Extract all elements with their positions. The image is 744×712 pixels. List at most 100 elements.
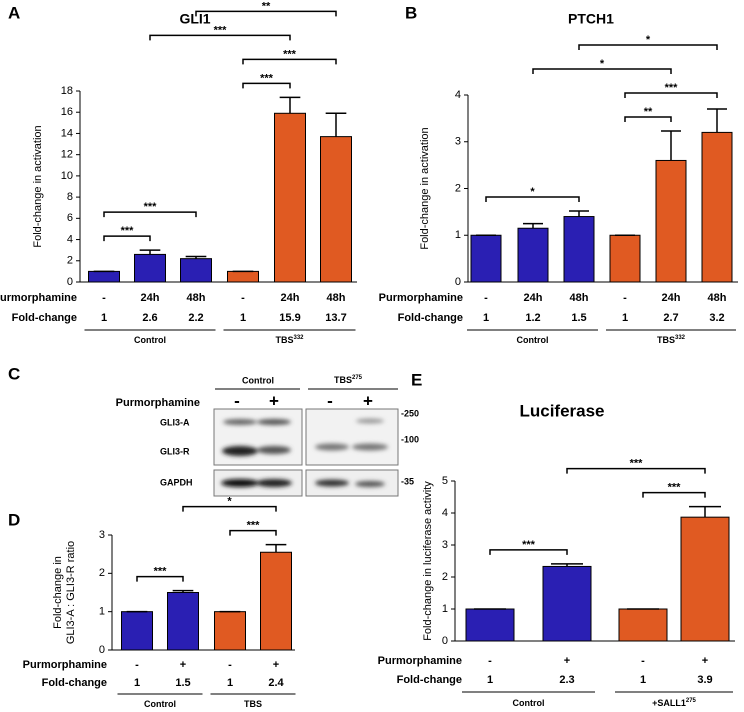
group-superscript: 275 xyxy=(686,698,697,704)
fold-change-label: 2.6 xyxy=(142,312,157,324)
significance-label: * xyxy=(530,186,535,198)
y-tick-label: 2 xyxy=(442,571,448,583)
fold-change-label: 2.2 xyxy=(188,312,203,324)
y-axis-label: Fold-change in activation xyxy=(419,127,431,249)
y-tick-label: 14 xyxy=(61,127,73,139)
blot-box xyxy=(213,408,303,466)
error-bar xyxy=(325,112,347,137)
group-name: TBS xyxy=(334,375,352,385)
y-axis-label: GLI3-A : GLI3-R ratio xyxy=(65,541,77,644)
fold-change-label: 2.4 xyxy=(268,677,284,689)
bar-chart: B PTCH1 Fold-change in activation 0 1 2 3 4 - 1 24… xyxy=(379,3,738,345)
y-tick-label: 1 xyxy=(442,603,448,615)
significance-bracket xyxy=(195,10,337,17)
significance-bracket xyxy=(485,196,580,202)
significance-label: *** xyxy=(283,48,297,60)
group-label: +SALL1275 xyxy=(652,698,696,709)
treatment-label: 48h xyxy=(570,292,589,304)
treatment-label: + xyxy=(702,655,708,667)
y-tick-label: 2 xyxy=(455,182,461,194)
group-name: TBS xyxy=(657,335,675,345)
y-tick-label: 0 xyxy=(455,276,461,288)
significance-bracket xyxy=(182,505,277,512)
error-bar xyxy=(265,543,287,553)
group-label: Control xyxy=(242,375,274,385)
significance-bracket xyxy=(136,575,184,582)
band-label: GLI3-R xyxy=(160,446,190,456)
significance-bracket xyxy=(566,467,706,474)
y-tick-label: 4 xyxy=(442,507,448,519)
y-tick-label: 0 xyxy=(67,276,73,288)
y-tick-label: 8 xyxy=(67,191,73,203)
treatment-label: - xyxy=(241,292,245,304)
panel-letter: C xyxy=(8,364,20,383)
significance-bracket xyxy=(578,44,718,50)
y-tick-label: 0 xyxy=(99,644,105,656)
treatment: + xyxy=(269,391,279,410)
significance-bracket xyxy=(149,34,291,41)
band xyxy=(256,479,292,487)
y-tick-label: 0 xyxy=(442,635,448,647)
row-label: Fold-change xyxy=(12,312,77,324)
error-bar xyxy=(279,96,301,114)
bar xyxy=(260,551,292,651)
row-label: Purmorphamine xyxy=(379,292,463,304)
row-label: Purmorphamine xyxy=(116,397,200,409)
row-label: Purmorphamine xyxy=(0,292,77,304)
error-bar xyxy=(172,589,194,593)
group-label: Control xyxy=(517,335,549,345)
band xyxy=(223,419,257,425)
bands xyxy=(221,418,388,487)
band xyxy=(355,481,385,487)
significance-bracket xyxy=(242,82,291,89)
y-tick-label: 4 xyxy=(455,89,461,101)
bar xyxy=(701,131,733,283)
group-name: Control xyxy=(134,335,166,345)
group-label: TBS332 xyxy=(657,335,686,346)
bar xyxy=(470,234,502,283)
significance-label: * xyxy=(646,34,651,46)
group-name: Control xyxy=(144,699,176,709)
blot-panel: C Control TBS275 Purmorphamine - + - + G… xyxy=(8,364,419,497)
band-label: GAPDH xyxy=(160,477,193,487)
bar xyxy=(214,611,246,651)
row-label: Fold-change xyxy=(398,312,463,324)
bar xyxy=(88,270,120,283)
error-bar xyxy=(185,255,207,259)
significance-label: * xyxy=(600,58,605,70)
group-name: TBS xyxy=(275,335,293,345)
significance-bracket xyxy=(642,491,706,498)
bar xyxy=(563,216,595,283)
fold-change-label: 1 xyxy=(101,312,107,324)
y-tick-label: 2 xyxy=(67,255,73,267)
row-label: Fold-change xyxy=(42,677,107,689)
bar xyxy=(618,608,668,642)
treatment-label: - xyxy=(102,292,106,304)
y-tick-label: 5 xyxy=(442,475,448,487)
band xyxy=(356,418,384,424)
bar xyxy=(655,159,687,283)
significance-label: *** xyxy=(121,225,135,237)
group-superscript: 332 xyxy=(675,335,686,341)
significance-label: *** xyxy=(260,72,274,84)
significance-bracket xyxy=(103,211,197,218)
error-bar xyxy=(139,249,161,255)
significance-label: ** xyxy=(644,106,653,118)
treatment-label: - xyxy=(135,659,139,671)
bar xyxy=(180,258,212,283)
group-label: TBS275 xyxy=(334,375,363,386)
fold-change-label: 15.9 xyxy=(279,312,300,324)
y-axis-label: Fold-change in luciferase activity xyxy=(422,481,434,641)
y-tick-label: 1 xyxy=(455,229,461,241)
band xyxy=(315,479,349,487)
significance-bracket xyxy=(532,68,672,74)
fold-change-label: 1 xyxy=(240,312,246,324)
bar-chart: E Luciferase Fold-change in luciferase act… xyxy=(378,370,735,708)
group-name: +SALL1 xyxy=(652,698,686,708)
significance-bracket xyxy=(624,92,718,98)
bar-chart: D Fold-change in GLI3-A : GLI3-R ratio 0 1 2 3… xyxy=(8,495,296,709)
y-tick-label: 16 xyxy=(61,106,73,118)
treatment-label: - xyxy=(623,292,627,304)
y-axis-label: Fold-change in activation xyxy=(32,125,44,247)
